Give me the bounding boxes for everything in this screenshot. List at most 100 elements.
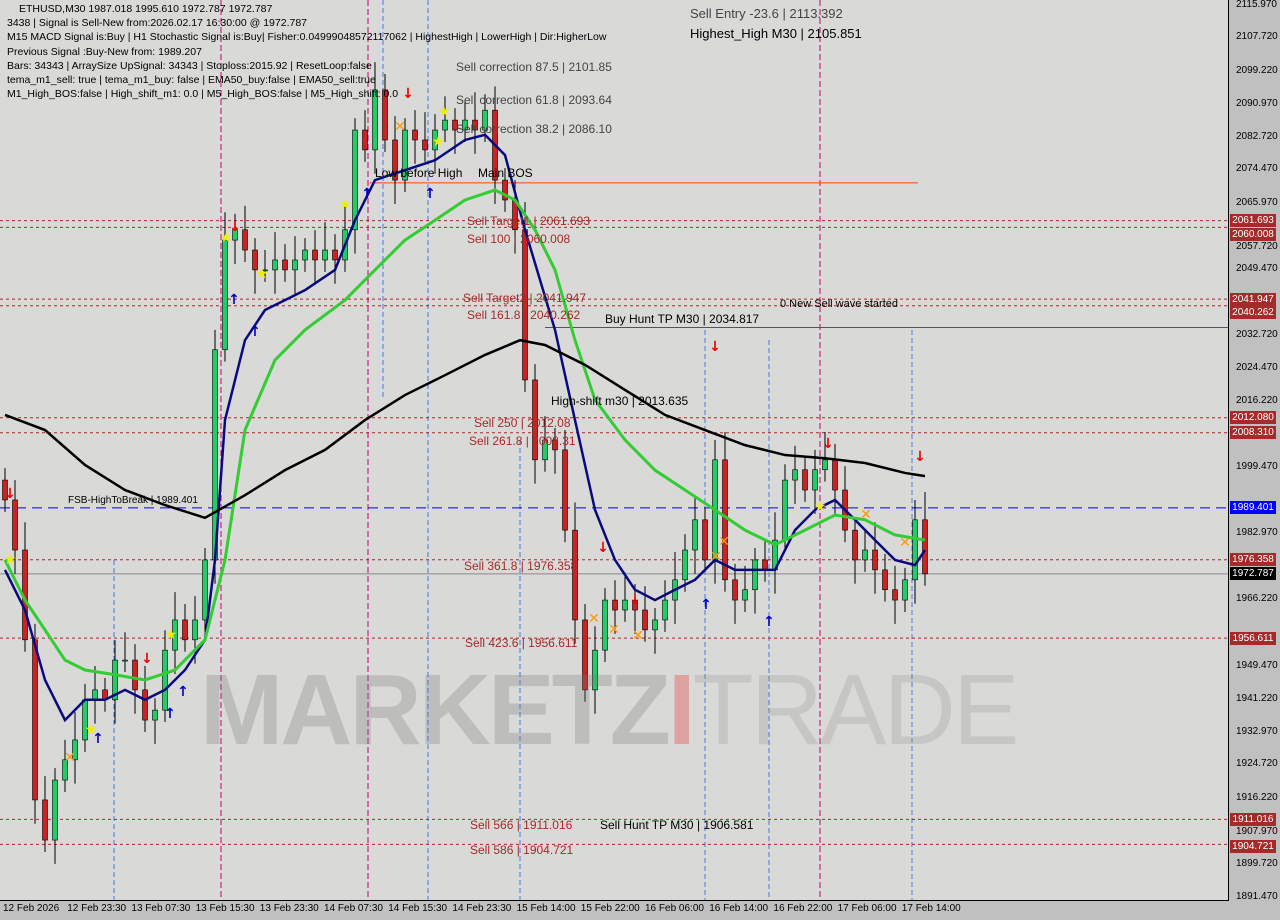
watermark-bar: I [667, 654, 696, 766]
candle-body [472, 119, 478, 131]
candle-body [412, 129, 418, 141]
candle-body [32, 639, 38, 801]
candle-body [152, 709, 158, 721]
sell-586-label: Sell 586 | 1904.721 [470, 843, 574, 857]
info-line: tema_m1_sell: true | tema_m1_buy: false … [7, 73, 376, 86]
price-level-tag: 1972.787 [1230, 567, 1276, 581]
buy-arrow-icon: ↑ [424, 186, 436, 202]
candle-body [182, 619, 188, 641]
candle-body [122, 659, 128, 662]
candle-body [642, 609, 648, 631]
y-tick-label: 2024.470 [1236, 362, 1278, 374]
correction-618-label: Sell correction 61.8 | 2093.64 [456, 93, 612, 107]
y-tick-label: 2090.970 [1236, 97, 1278, 109]
x-tick-label: 14 Feb 07:30 [324, 903, 383, 914]
candle-body [702, 519, 708, 561]
cross-icon: ✕ [394, 119, 406, 135]
y-tick-label: 1907.970 [1236, 826, 1278, 838]
sell-arrow-icon: ↓ [709, 339, 721, 355]
price-level-tag: 1956.611 [1230, 631, 1276, 645]
x-tick-label: 14 Feb 23:30 [452, 903, 512, 914]
candle-body [922, 519, 928, 575]
cross-icon: ✕ [710, 549, 722, 565]
cross-icon: ✕ [608, 622, 620, 638]
price-level-tag: 1989.401 [1230, 501, 1276, 515]
y-tick-label: 2065.970 [1236, 197, 1278, 209]
buy-arrow-icon: ↑ [763, 614, 775, 630]
candle-body [2, 479, 8, 501]
x-tick-label: 17 Feb 14:00 [901, 903, 961, 914]
buy-hunt-tp-label: Buy Hunt TP M30 | 2034.817 [605, 312, 760, 326]
candle-body [582, 619, 588, 691]
correction-875-label: Sell correction 87.5 | 2101.85 [456, 60, 612, 74]
sell-arrow-icon: ↓ [629, 592, 641, 608]
candle-body [602, 599, 608, 651]
sell-566-label: Sell 566 | 1911.016 [470, 818, 573, 832]
star-icon: ★ [432, 134, 445, 150]
info-line: Previous Signal :Buy-New from: 1989.207 [7, 45, 202, 58]
candle-body [572, 529, 578, 621]
cross-icon: ✕ [899, 535, 911, 551]
sell-arrow-icon: ↓ [402, 86, 414, 102]
candle-body [452, 119, 458, 131]
candle-body [272, 259, 278, 271]
candle-body [782, 479, 788, 541]
y-tick-label: 1966.220 [1236, 593, 1278, 605]
candle-body [912, 519, 918, 581]
low-before-high-label: Low before High [375, 166, 463, 180]
candle-body [292, 259, 298, 271]
x-tick-label: 14 Feb 15:30 [388, 903, 448, 914]
sell-arrow-icon: ↓ [822, 436, 834, 452]
candle-body [132, 659, 138, 691]
candle-body [42, 799, 48, 841]
candle-body [682, 549, 688, 581]
x-tick-label: 13 Feb 15:30 [195, 903, 255, 914]
buy-arrow-icon: ↑ [92, 731, 104, 747]
candle-body [632, 599, 638, 611]
symbol-line: ETHUSD,M30 1987.018 1995.610 1972.787 19… [19, 3, 273, 15]
y-tick-label: 1916.220 [1236, 792, 1278, 804]
candle-body [282, 259, 288, 271]
candle-body [902, 579, 908, 601]
high-shift-label: High-shift m30 | 2013.635 [551, 394, 689, 408]
fsb-high-label: FSB-HighToBreak | 1989.401 [68, 495, 198, 506]
x-tick-label: 15 Feb 14:00 [516, 903, 576, 914]
y-tick-label: 1891.470 [1236, 890, 1278, 902]
sell-target1-label: Sell Target1 | 2061.693 [467, 214, 590, 228]
candle-body [142, 689, 148, 721]
y-tick-label: 1982.970 [1236, 526, 1278, 538]
cross-icon: ✕ [860, 507, 872, 523]
info-panel: ETHUSD,M30 1987.018 1995.610 1972.787 19… [7, 2, 606, 101]
sell-target2-label: Sell Target2 | 2041.947 [463, 291, 586, 305]
candle-body [692, 519, 698, 551]
candle-body [302, 249, 308, 261]
info-line: Bars: 34343 | ArraySize UpSignal: 34343 … [7, 59, 372, 72]
buy-arrow-icon: ↑ [164, 706, 176, 722]
x-tick-label: 13 Feb 23:30 [259, 903, 319, 914]
buy-arrow-icon: ↑ [361, 186, 373, 202]
candle-body [162, 649, 168, 711]
candle-body [752, 559, 758, 591]
candle-body [262, 269, 268, 272]
star-icon: ★ [220, 230, 233, 246]
buy-arrow-icon: ↑ [228, 292, 240, 308]
candle-body [72, 739, 78, 761]
candle-body [862, 549, 868, 561]
candle-body [352, 129, 358, 231]
sell-hunt-tp-label: Sell Hunt TP M30 | 1906.581 [600, 818, 754, 832]
sell-arrow-icon: ↓ [914, 449, 926, 465]
candle-body [732, 579, 738, 601]
star-icon: ★ [256, 266, 269, 282]
candle-body [112, 659, 118, 701]
slow-ma-line [3, 188, 926, 682]
y-tick-label: 2032.720 [1236, 329, 1278, 341]
cross-icon: ✕ [632, 628, 644, 644]
buy-arrow-icon: ↑ [177, 684, 189, 700]
y-tick-label: 1999.470 [1236, 461, 1278, 473]
candle-body [312, 249, 318, 261]
candle-body [52, 779, 58, 841]
candle-body [192, 619, 198, 641]
price-level-tag: 1904.721 [1230, 839, 1276, 853]
chart-plot-area[interactable]: ↓ ↓ ↓ ↓ ↓ ↓ ↓ ↓ ↓ ↑ ↑ ↑ ↑ ↑ ↑ ↑ ↑ ↑ ★ ★ ★ ★ ★ ★ ★ ★ ★ ✕ ✕ ✕ ✕ ✕ ✕ ✕ ✕ ✕ MAR… [0, 0, 1229, 901]
candle-body [422, 139, 428, 151]
